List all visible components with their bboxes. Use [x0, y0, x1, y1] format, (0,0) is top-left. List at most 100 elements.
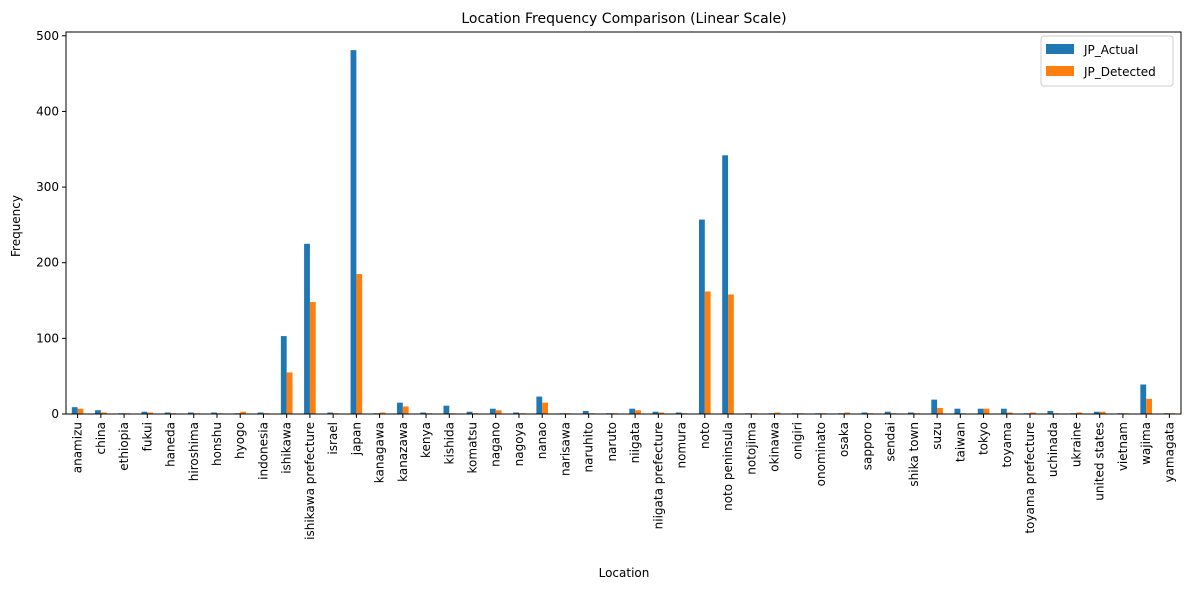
bar-jp-detected-ukraine: [1076, 412, 1083, 414]
bar-jp-detected-noto: [704, 291, 711, 414]
chart-title: Location Frequency Comparison (Linear Sc…: [461, 11, 786, 27]
bar-jp-detected-kanazawa: [402, 406, 409, 414]
x-tick-label: israel: [326, 422, 340, 455]
bar-jp-detected-suzu: [937, 407, 943, 414]
x-tick-label: niigata prefecture: [651, 422, 665, 529]
x-tick-label: kanagawa: [373, 422, 387, 483]
bar-jp-actual-honshu: [211, 412, 217, 414]
x-tick-label: fukui: [140, 422, 154, 451]
y-tick-label: 400: [36, 104, 59, 118]
bar-jp-actual-noto: [698, 219, 705, 414]
bar-jp-detected-niigata: [635, 410, 641, 414]
bar-jp-actual-niigata-prefecture: [652, 411, 659, 414]
bar-jp-detected-okinawa: [774, 412, 781, 414]
x-tick-label: onigiri: [791, 422, 805, 460]
bar-jp-actual-china: [95, 410, 101, 414]
x-tick-label: toyama prefecture: [1023, 422, 1037, 534]
y-tick-label: 0: [51, 407, 59, 421]
bar-jp-actual-naruhito: [582, 410, 589, 414]
x-tick-label: onominato: [814, 422, 828, 486]
bar-jp-actual-sapporo: [861, 412, 868, 414]
x-tick-label: uchinada: [1046, 422, 1060, 477]
x-tick-label: ishikawa prefecture: [303, 422, 317, 540]
x-tick-label: noto peninsula: [721, 422, 735, 511]
x-tick-label: nagoya: [512, 422, 526, 466]
bar-jp-detected-china: [100, 412, 107, 414]
bar-jp-detected-united-states: [1099, 411, 1106, 414]
bar-jp-actual-ishikawa: [280, 336, 287, 414]
x-tick-label: nomura: [675, 422, 689, 469]
bar-jp-actual-nagoya: [513, 412, 519, 414]
x-tick-label: komatsu: [466, 422, 480, 473]
x-tick-label: hyogo: [233, 422, 247, 459]
bar-jp-actual-uchinada: [1047, 410, 1054, 414]
bar-jp-actual-haneda: [164, 412, 171, 414]
bar-jp-detected-osaka: [844, 412, 850, 414]
x-tick-label: suzu: [930, 422, 944, 450]
x-tick-label: ishikawa: [280, 422, 294, 474]
bar-jp-actual-kanazawa: [397, 402, 403, 414]
bar-jp-detected-fukui: [147, 412, 154, 414]
x-tick-label: osaka: [837, 422, 851, 457]
x-tick-label: nanao: [535, 422, 549, 459]
x-tick-label: naruhito: [582, 422, 596, 472]
bars-group: [71, 50, 1176, 415]
y-tick-label: 300: [36, 180, 59, 194]
bar-jp-detected-kanagawa: [379, 412, 386, 414]
x-tick-label: narisawa: [558, 422, 572, 476]
x-tick-label: haneda: [164, 422, 178, 467]
x-tick-label: honshu: [210, 422, 224, 466]
x-tick-label: ukraine: [1069, 422, 1083, 467]
legend-swatch-jp-detected: [1046, 66, 1074, 76]
bar-jp-actual-kishida: [443, 405, 450, 414]
legend-swatch-jp-actual: [1046, 44, 1074, 54]
bar-jp-actual-toyama: [1000, 408, 1007, 414]
x-tick-label: shika town: [907, 422, 921, 487]
x-tick-label: nagano: [489, 422, 503, 467]
x-tick-label: kishida: [442, 422, 456, 464]
bar-jp-detected-ishikawa: [286, 372, 293, 414]
legend-label-jp-detected: JP_Detected: [1083, 65, 1156, 79]
x-tick-label: japan: [349, 422, 363, 456]
x-tick-label: kanazawa: [396, 422, 410, 482]
bar-jp-actual-niigata: [629, 408, 636, 414]
bar-jp-actual-tokyo: [977, 408, 984, 414]
y-tick-label: 200: [36, 256, 59, 270]
bar-jp-detected-noto-peninsula: [728, 294, 734, 414]
bar-jp-actual-japan: [350, 50, 357, 415]
bar-jp-actual-united-states: [1093, 411, 1100, 414]
x-tick-label: toyama: [1000, 422, 1014, 468]
bar-jp-actual-israel: [327, 412, 334, 414]
x-tick-label: niigata: [628, 422, 642, 463]
x-tick-label: naruto: [605, 422, 619, 462]
bar-jp-actual-wajima: [1140, 384, 1147, 414]
bar-jp-detected-nanao: [542, 402, 549, 414]
bar-jp-actual-komatsu: [466, 411, 473, 414]
x-tick-label: wajima: [1139, 422, 1153, 465]
bar-jp-detected-anamizu: [77, 408, 84, 414]
bar-jp-detected-tokyo: [983, 408, 990, 414]
x-axis: anamizu china ethiopia fukui haneda hiroshima…: [71, 414, 1176, 540]
bar-jp-actual-fukui: [141, 411, 148, 414]
bar-jp-actual-ishikawa-prefecture: [304, 243, 310, 414]
x-tick-label: hiroshima: [187, 422, 201, 481]
y-axis-label: Frequency: [9, 195, 23, 257]
x-tick-label: anamizu: [71, 422, 85, 473]
x-tick-label: notojima: [744, 422, 758, 475]
bar-jp-actual-taiwan: [954, 408, 961, 414]
bar-jp-actual-indonesia: [257, 412, 264, 414]
y-tick-label: 100: [36, 331, 59, 345]
bar-jp-actual-nagano: [489, 408, 496, 414]
x-axis-label: Location: [599, 566, 650, 580]
x-tick-label: sapporo: [860, 422, 874, 470]
bar-jp-detected-hyogo: [240, 411, 247, 414]
bar-jp-actual-anamizu: [71, 407, 78, 414]
x-tick-label: sendai: [884, 422, 898, 462]
x-tick-label: united states: [1093, 422, 1107, 501]
bar-jp-actual-shika-town: [908, 412, 914, 414]
y-axis: 0 100 200 300 400 500: [36, 29, 66, 421]
bar-jp-actual-noto-peninsula: [722, 155, 729, 415]
legend-label-jp-actual: JP_Actual: [1083, 43, 1138, 57]
bar-jp-detected-niigata-prefecture: [658, 412, 665, 414]
